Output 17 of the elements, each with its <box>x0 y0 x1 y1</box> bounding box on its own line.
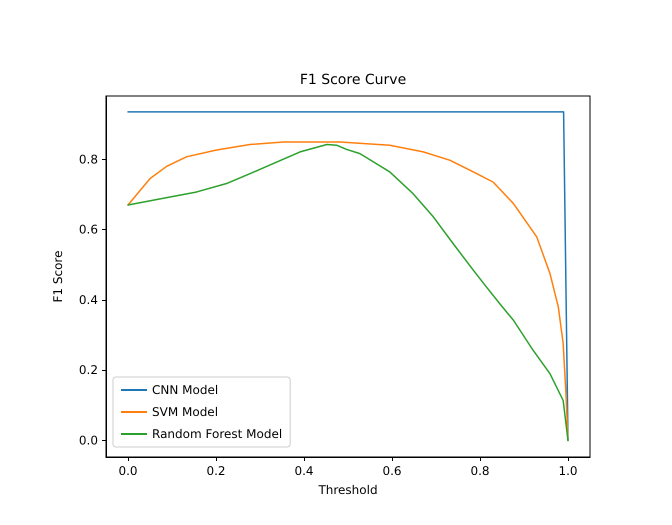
y-tick-label: 0.0 <box>78 433 98 448</box>
x-tick-label: 0.0 <box>118 464 138 478</box>
x-tick-label: 0.6 <box>382 464 402 478</box>
y-axis-title: F1 Score <box>51 250 65 302</box>
y-tick-label: 0.4 <box>78 292 98 307</box>
x-tick-label: 1.0 <box>558 464 578 478</box>
x-tick-label: 0.2 <box>206 464 226 478</box>
x-tick-label: 0.8 <box>470 464 490 478</box>
chart-title: F1 Score Curve <box>300 72 406 88</box>
y-tick-label: 0.6 <box>78 222 98 237</box>
legend-label: SVM Model <box>152 405 218 419</box>
x-tick-label: 0.4 <box>294 464 314 478</box>
legend-label: CNN Model <box>152 383 218 397</box>
y-tick-label: 0.2 <box>78 363 98 378</box>
y-tick-label: 0.8 <box>78 152 98 166</box>
legend-label: Random Forest Model <box>152 427 282 441</box>
x-axis-title: Threshold <box>317 483 378 497</box>
